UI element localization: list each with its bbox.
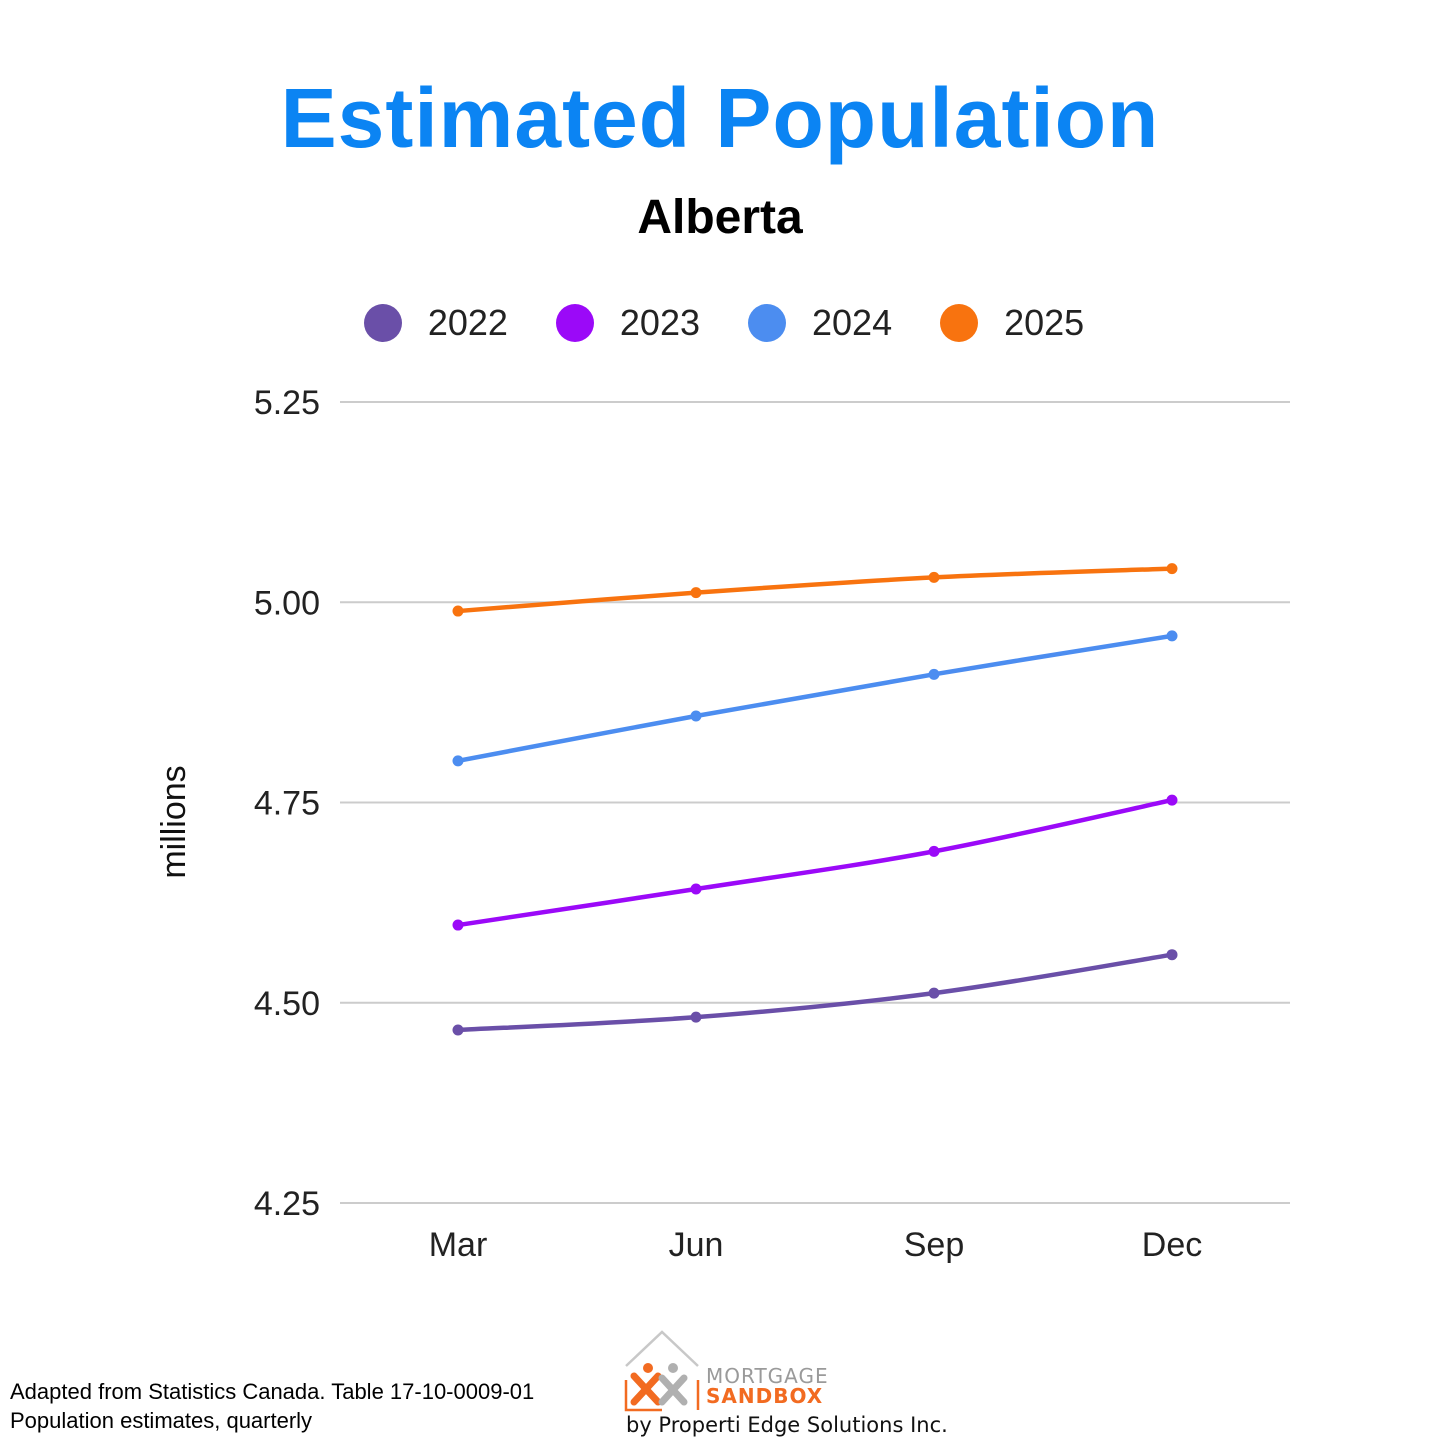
legend-label: 2022 (427, 302, 508, 343)
logo-word-sandbox: SANDBOX (706, 1384, 824, 1408)
data-point-2023-Mar[interactable] (452, 919, 464, 931)
data-point-2025-Sep[interactable] (928, 571, 940, 583)
axis-ticks: 4.25 4.50 4.75 5.00 5.25 Mar Jun Sep Dec (254, 384, 1202, 1264)
x-tick-label: Sep (904, 1226, 965, 1264)
data-point-2025-Mar[interactable] (452, 605, 464, 617)
data-point-2022-Mar[interactable] (452, 1024, 464, 1036)
legend-label: 2023 (619, 302, 700, 343)
legend-item-2025[interactable]: 2025 (940, 302, 1084, 344)
series-2023 (452, 794, 1178, 931)
legend-marker-icon (555, 304, 594, 342)
data-point-2024-Mar[interactable] (452, 755, 464, 767)
house-logo-icon (624, 1330, 700, 1412)
data-point-2023-Dec[interactable] (1166, 794, 1178, 806)
data-point-2025-Dec[interactable] (1166, 563, 1178, 575)
gridlines (340, 401, 1290, 1204)
logo-word-mortgage: MORTGAGE (706, 1364, 829, 1388)
data-point-2024-Dec[interactable] (1166, 630, 1178, 642)
chart-title: Estimated Population (280, 71, 1160, 165)
series-line-2023[interactable] (455, 797, 1175, 928)
data-point-2024-Jun[interactable] (690, 710, 702, 722)
y-tick-label: 4.75 (254, 785, 320, 823)
series-line-2024[interactable] (455, 633, 1175, 764)
legend-marker-icon (940, 304, 979, 342)
y-tick-label: 5.00 (254, 584, 320, 622)
y-tick-label: 4.50 (254, 985, 320, 1023)
data-point-2023-Sep[interactable] (928, 845, 940, 857)
legend-item-2023[interactable]: 2023 (555, 302, 700, 344)
source-note: Adapted from Statistics Canada. Table 17… (10, 1377, 534, 1435)
brand-logo[interactable]: MORTGAGE SANDBOX by Properti Edge Soluti… (622, 1328, 948, 1440)
series-2025 (452, 563, 1178, 617)
data-point-2022-Jun[interactable] (690, 1011, 702, 1023)
series-line-2022[interactable] (455, 952, 1175, 1033)
series-2024 (452, 630, 1178, 767)
line-chart: 4.25 4.50 4.75 5.00 5.25 Mar Jun Sep Dec million… (155, 384, 1290, 1264)
data-point-2025-Jun[interactable] (690, 587, 702, 599)
series-lines (452, 563, 1178, 1036)
data-point-2022-Dec[interactable] (1166, 949, 1178, 961)
legend-marker-icon (363, 304, 402, 342)
series-line-2025[interactable] (455, 566, 1175, 614)
legend-label: 2024 (812, 302, 893, 343)
y-axis-label: millions (155, 765, 193, 878)
source-line-1: Adapted from Statistics Canada. Table 17… (10, 1379, 535, 1404)
chart-subtitle: Alberta (637, 191, 803, 244)
legend-item-2022[interactable]: 2022 (363, 302, 508, 344)
chart-legend: 2022 2023 2024 2025 (0, 298, 1440, 348)
x-tick-label: Dec (1142, 1226, 1202, 1264)
series-2022 (452, 949, 1178, 1036)
x-tick-label: Jun (669, 1226, 724, 1264)
legend-label: 2025 (1004, 302, 1085, 343)
x-tick-label: Mar (429, 1226, 488, 1264)
legend-item-2024[interactable]: 2024 (748, 302, 892, 344)
data-point-2023-Jun[interactable] (690, 883, 702, 895)
y-tick-label: 4.25 (254, 1185, 320, 1223)
source-line-2: Population estimates, quarterly (10, 1408, 313, 1433)
y-tick-label: 5.25 (254, 384, 320, 422)
logo-byline: by Properti Edge Solutions Inc. (626, 1413, 948, 1437)
data-point-2024-Sep[interactable] (928, 668, 940, 680)
legend-marker-icon (748, 304, 786, 342)
data-point-2022-Sep[interactable] (928, 987, 940, 999)
